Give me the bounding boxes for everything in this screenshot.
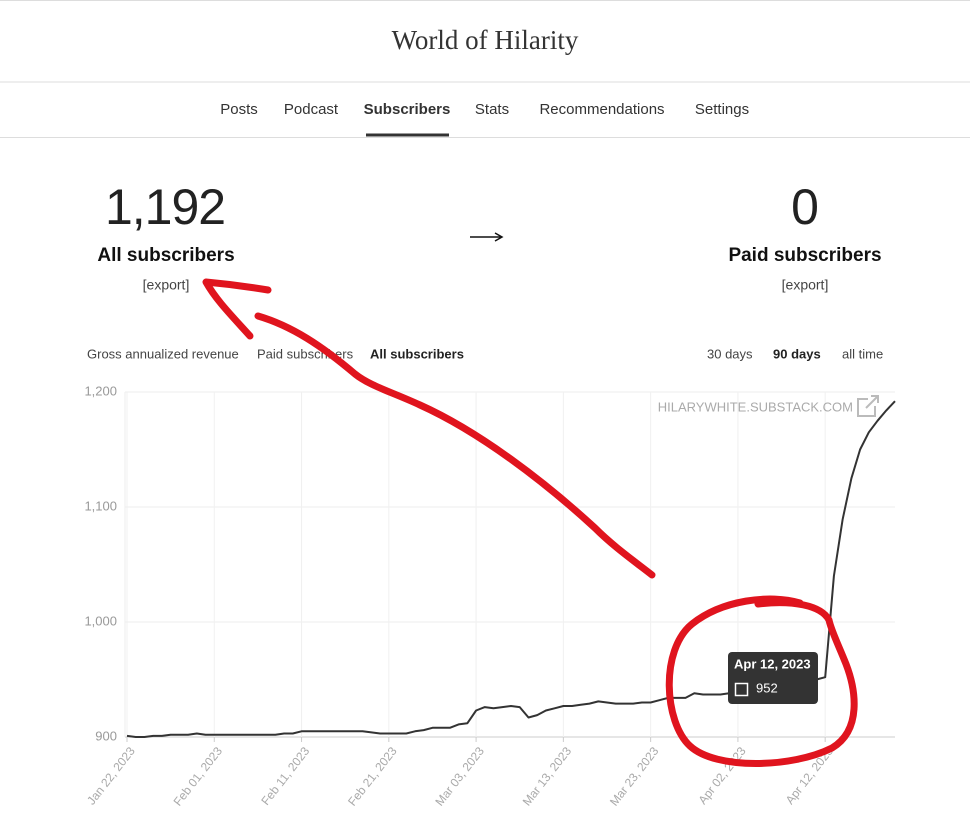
range-tab[interactable]: all time [842, 346, 883, 361]
export-link[interactable]: [export] [143, 277, 190, 293]
paid-subscribers-count: 0 [791, 179, 819, 235]
x-tick-label: Feb 11, 2023 [258, 744, 312, 808]
x-tick-label: Jan 22, 2023 [84, 744, 138, 808]
x-tick-label: Mar 23, 2023 [607, 744, 662, 809]
range-tab[interactable]: 30 days [707, 346, 753, 361]
y-tick-label: 1,000 [84, 613, 117, 628]
export-link[interactable]: [export] [782, 277, 829, 293]
y-tick-label: 1,200 [84, 383, 117, 398]
red-annotation [202, 278, 858, 767]
tooltip: Apr 12, 2023 952 [728, 652, 818, 704]
paid-subscribers-label: Paid subscribers [728, 245, 881, 266]
tooltip-swatch [734, 682, 749, 697]
metric-tab-active[interactable]: All subscribers [370, 346, 464, 361]
y-tick-label: 1,100 [84, 498, 117, 513]
x-tick-label: Mar 13, 2023 [520, 744, 575, 809]
tooltip-date: Apr 12, 2023 [734, 656, 811, 671]
y-tick-label: 900 [95, 728, 117, 743]
external-link-icon[interactable] [857, 395, 879, 417]
x-tick-label: Mar 03, 2023 [432, 744, 487, 809]
metric-tab[interactable]: Gross annualized revenue [87, 346, 239, 361]
arrow-icon [470, 232, 504, 242]
nav-podcast[interactable]: Podcast [284, 101, 339, 118]
site-title[interactable]: World of Hilarity [392, 25, 579, 55]
all-subscribers-label: All subscribers [97, 245, 234, 266]
tooltip-box [728, 652, 818, 704]
watermark: HILARYWHITE.SUBSTACK.COM [658, 399, 853, 414]
all-subscribers-count: 1,192 [105, 179, 225, 235]
nav-recommendations[interactable]: Recommendations [539, 101, 664, 118]
nav-posts[interactable]: Posts [220, 101, 258, 118]
nav-stats[interactable]: Stats [475, 101, 509, 118]
x-tick-label: Feb 01, 2023 [171, 744, 226, 809]
nav-settings[interactable]: Settings [695, 101, 749, 118]
tooltip-value: 952 [756, 680, 778, 695]
x-tick-label: Feb 21, 2023 [345, 744, 400, 809]
range-tab-active[interactable]: 90 days [773, 346, 821, 361]
nav-subscribers[interactable]: Subscribers [364, 101, 451, 118]
